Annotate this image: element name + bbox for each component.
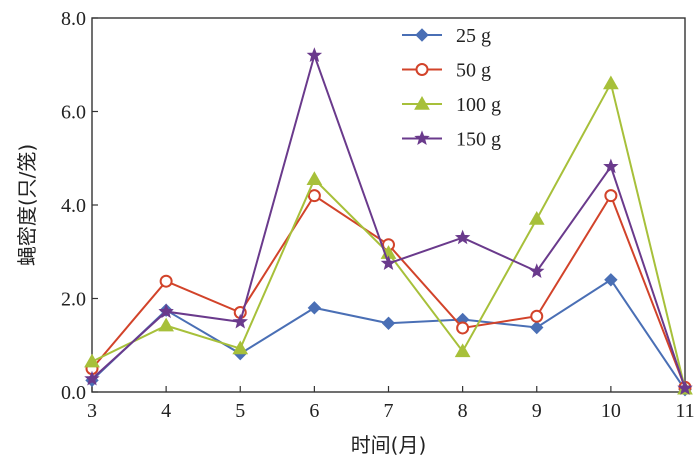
data-point xyxy=(380,255,397,270)
axes xyxy=(91,17,686,393)
y-axis-title: 蝇密度(只/笼) xyxy=(15,144,39,266)
data-point xyxy=(306,47,323,62)
plot-frame xyxy=(91,17,686,393)
data-point xyxy=(456,321,470,335)
legend-entry: 25 g xyxy=(402,25,491,47)
y-tick-label: 8.0 xyxy=(61,8,86,30)
tick-labels: 3 4 5 6 7 8 9 10 11 0.0 2.0 4.0 6.0 8.0 xyxy=(61,8,695,422)
x-axis-title: 时间(月) xyxy=(351,433,427,457)
y-tick-label: 4.0 xyxy=(61,195,86,217)
data-point xyxy=(604,273,618,287)
data-point xyxy=(454,229,471,245)
data-point xyxy=(381,316,396,330)
data-point xyxy=(530,320,544,335)
legend-entry: 100 g xyxy=(402,94,501,116)
data-point xyxy=(603,75,619,90)
x-tick-label: 6 xyxy=(309,400,319,422)
x-tick-label: 3 xyxy=(87,400,97,422)
data-point xyxy=(84,353,100,368)
x-tick-label: 5 xyxy=(235,400,245,422)
y-tick-label: 6.0 xyxy=(61,102,86,124)
legend-label: 150 g xyxy=(456,129,501,151)
data-point xyxy=(158,317,174,332)
series-100g xyxy=(84,75,693,395)
legend-label: 50 g xyxy=(456,60,491,82)
legend-marker xyxy=(415,28,429,42)
x-tick-label: 11 xyxy=(675,400,694,422)
series-line xyxy=(91,193,686,388)
legend-label: 100 g xyxy=(456,94,501,116)
x-tick-label: 7 xyxy=(384,400,394,422)
data-point xyxy=(603,158,619,174)
x-tick-label: 8 xyxy=(458,400,468,422)
data-point xyxy=(677,380,693,395)
data-point xyxy=(529,263,545,278)
series-line xyxy=(91,80,686,389)
legend-marker xyxy=(414,130,430,146)
data-point xyxy=(528,211,545,225)
legend-label: 25 g xyxy=(456,25,491,47)
series-25g xyxy=(85,273,692,397)
series-line xyxy=(91,278,686,391)
y-tick-label: 0.0 xyxy=(61,382,86,404)
data-point xyxy=(604,189,618,203)
legend: 25 g 50 g 100 g 150 g xyxy=(402,25,501,151)
series-line xyxy=(91,52,686,389)
data-point xyxy=(454,343,471,358)
series-150g xyxy=(84,47,693,395)
x-tick-label: 4 xyxy=(161,400,171,422)
y-tick-label: 2.0 xyxy=(61,289,86,311)
x-tick-label: 9 xyxy=(532,400,542,422)
data-point xyxy=(307,189,321,203)
data-point xyxy=(530,309,544,323)
legend-entry: 50 g xyxy=(402,60,491,82)
legend-entry: 150 g xyxy=(402,129,501,151)
data-point xyxy=(158,303,174,319)
legend-marker xyxy=(414,95,430,110)
data-point xyxy=(232,313,248,329)
data-point xyxy=(84,370,100,386)
data-point xyxy=(306,171,323,186)
x-tick-label: 10 xyxy=(601,400,621,422)
data-point xyxy=(307,301,322,315)
legend-marker xyxy=(415,63,429,76)
data-point xyxy=(159,274,173,288)
series-50g xyxy=(85,189,692,394)
series-layer xyxy=(84,47,693,397)
data-point xyxy=(232,340,249,355)
